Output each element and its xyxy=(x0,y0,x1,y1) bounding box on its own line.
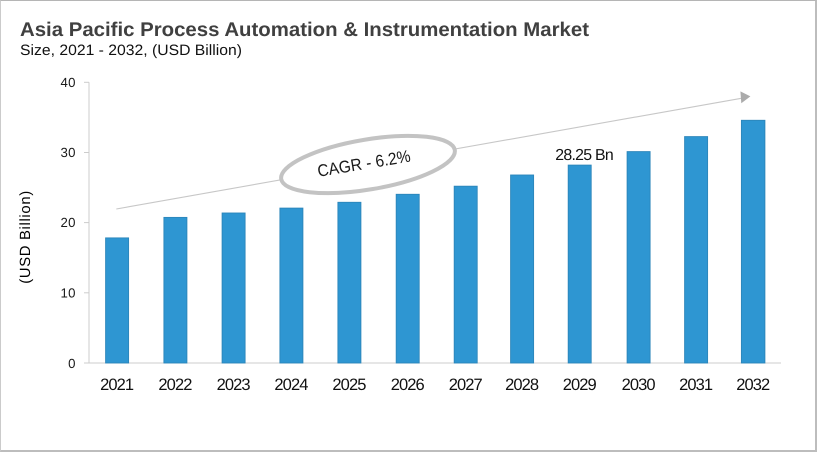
svg-text:Size, 2021 - 2032, (USD Billio: Size, 2021 - 2032, (USD Billion) xyxy=(20,42,242,59)
svg-text:30: 30 xyxy=(61,145,76,160)
svg-text:2024: 2024 xyxy=(274,376,308,394)
svg-text:(USD Billion): (USD Billion) xyxy=(18,191,34,284)
svg-text:Asia Pacific Process Automatio: Asia Pacific Process Automation & Instru… xyxy=(20,19,589,41)
svg-text:0: 0 xyxy=(68,356,75,371)
svg-text:40: 40 xyxy=(61,75,76,90)
svg-text:2023: 2023 xyxy=(217,376,251,394)
svg-text:2028: 2028 xyxy=(505,376,539,394)
svg-text:2025: 2025 xyxy=(332,376,366,394)
svg-text:20: 20 xyxy=(61,215,76,230)
svg-text:2026: 2026 xyxy=(391,376,425,394)
svg-text:2031: 2031 xyxy=(679,376,713,394)
svg-text:2027: 2027 xyxy=(449,376,483,394)
svg-text:2029: 2029 xyxy=(563,376,597,394)
svg-text:2030: 2030 xyxy=(622,376,656,394)
svg-text:2032: 2032 xyxy=(736,376,770,394)
svg-text:2021: 2021 xyxy=(100,376,134,394)
svg-text:10: 10 xyxy=(61,285,76,300)
svg-text:2022: 2022 xyxy=(158,376,192,394)
svg-text:28.25 Bn: 28.25 Bn xyxy=(555,147,614,164)
